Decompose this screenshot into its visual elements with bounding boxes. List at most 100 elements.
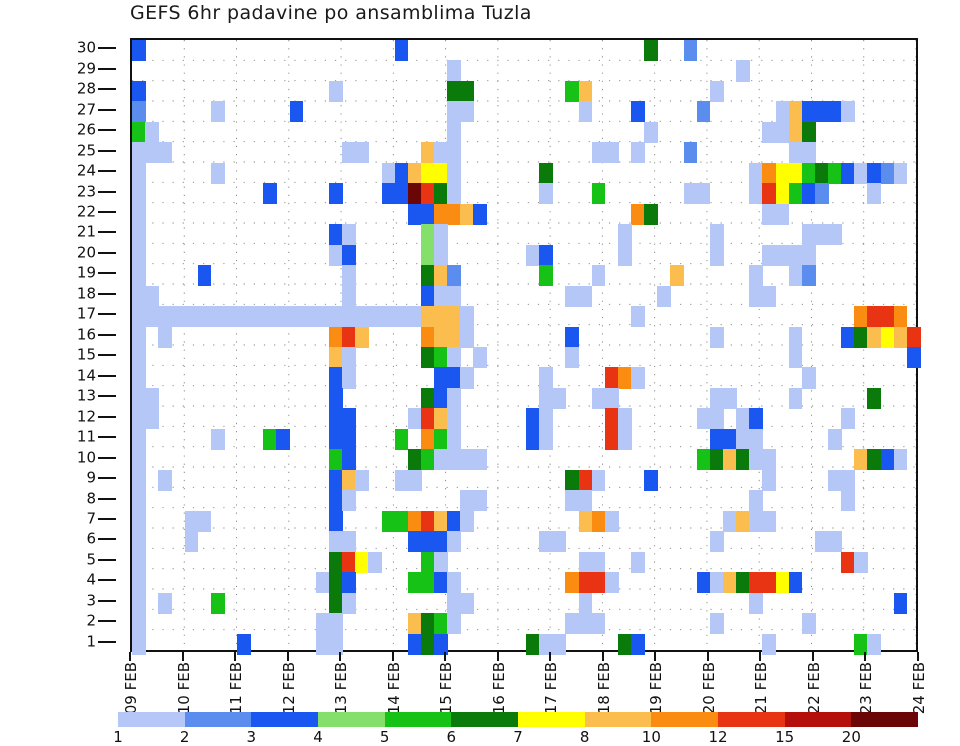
- heatmap-cell: [315, 613, 330, 635]
- heatmap-cell: [696, 101, 711, 123]
- heatmap-cell: [420, 572, 435, 594]
- heatmap-cell: [434, 387, 448, 409]
- heatmap-cell: [814, 162, 829, 184]
- heatmap-cell: [447, 367, 461, 389]
- heatmap-cell: [434, 449, 448, 471]
- heatmap-cell: [696, 572, 711, 594]
- x-tick-label: 19 FEB: [647, 662, 666, 715]
- y-tick-mark: [98, 497, 116, 500]
- heatmap-cell: [841, 162, 855, 184]
- heatmap-cell: [132, 224, 146, 246]
- heatmap-cell: [631, 306, 645, 328]
- heatmap-cell: [867, 326, 882, 348]
- heatmap-cell: [460, 367, 475, 389]
- colorbar: 1 2 3 4 5 6 7 8 10 12 15 20: [113, 712, 919, 746]
- x-tick-label: 17 FEB: [542, 662, 561, 715]
- heatmap-cell: [578, 490, 593, 512]
- y-tick-label: 27: [76, 100, 96, 119]
- heatmap-cell: [565, 469, 580, 491]
- heatmap-cell: [539, 367, 553, 389]
- heatmap-cell: [381, 183, 396, 205]
- y-tick-label: 5: [86, 550, 96, 569]
- heatmap-cell: [749, 183, 763, 205]
- x-tick-label: 09 FEB: [122, 662, 140, 715]
- heatmap-cell: [880, 162, 895, 184]
- heatmap-cell: [394, 428, 409, 450]
- heatmap-cell: [329, 347, 343, 369]
- y-tick-mark: [98, 640, 116, 643]
- heatmap-cell: [394, 40, 409, 62]
- y-tick-mark: [98, 436, 116, 439]
- y-tick-label: 14: [76, 366, 96, 385]
- heatmap-cell: [709, 572, 724, 594]
- heatmap-cell: [880, 306, 895, 328]
- heatmap-cell: [644, 121, 658, 143]
- x-tick-label: 21 FEB: [752, 662, 771, 715]
- y-tick-label: 25: [76, 141, 96, 160]
- y-tick-mark: [98, 395, 116, 398]
- heatmap-cell: [644, 469, 658, 491]
- heatmap-cell: [132, 265, 146, 287]
- heatmap-cell: [749, 510, 763, 532]
- heatmap-cell: [578, 613, 593, 635]
- heatmap-cell: [775, 101, 790, 123]
- heatmap-cell: [539, 244, 553, 266]
- heatmap-cell: [867, 387, 882, 409]
- heatmap-cell: [329, 469, 343, 491]
- y-tick-label: 6: [86, 529, 96, 548]
- heatmap-cell: [132, 121, 146, 143]
- heatmap-cell: [355, 326, 369, 348]
- heatmap-cell: [132, 490, 146, 512]
- colorbar-tick-label: 10: [641, 728, 661, 746]
- heatmap-cell: [749, 162, 763, 184]
- heatmap-cell: [434, 306, 448, 328]
- x-tick-mark: [181, 652, 184, 661]
- heatmap-cell: [315, 306, 330, 328]
- x-tick-mark: [601, 652, 604, 661]
- heatmap-cell: [709, 80, 724, 102]
- heatmap-cell: [420, 306, 435, 328]
- heatmap-cell: [591, 613, 606, 635]
- colorbar-tick-label: 4: [313, 728, 323, 746]
- heatmap-cell: [342, 285, 356, 307]
- heatmap-cell: [841, 408, 855, 430]
- heatmap-cell: [132, 285, 146, 307]
- y-tick-label: 3: [86, 591, 96, 610]
- y-tick-mark: [98, 170, 116, 173]
- x-tick-mark: [864, 652, 867, 661]
- heatmap-cell: [460, 510, 475, 532]
- heatmap-cell: [407, 613, 422, 635]
- heatmap-cell: [460, 490, 475, 512]
- heatmap-cell: [657, 285, 672, 307]
- heatmap-cell: [617, 408, 632, 430]
- heatmap-cell: [736, 60, 750, 82]
- chart-title: GEFS 6hr padavine po ansamblima Tuzla: [130, 2, 532, 24]
- heatmap-cell: [197, 265, 212, 287]
- heatmap-cell: [132, 572, 146, 594]
- heatmap-cell: [447, 347, 461, 369]
- y-tick-mark: [98, 108, 116, 111]
- heatmap-cell: [434, 326, 448, 348]
- heatmap-cell: [342, 531, 356, 553]
- heatmap-cell: [420, 531, 435, 553]
- y-tick-mark: [98, 272, 116, 275]
- heatmap-cell: [394, 510, 409, 532]
- heatmap-cell: [355, 469, 369, 491]
- heatmap-cell: [132, 162, 146, 184]
- heatmap-cell: [132, 551, 146, 573]
- heatmap-cell: [447, 387, 461, 409]
- y-tick-label: 16: [76, 325, 96, 344]
- y-tick-mark: [98, 456, 116, 459]
- heatmap-cell: [473, 490, 488, 512]
- heatmap-cell: [552, 633, 566, 655]
- heatmap-cell: [447, 592, 461, 614]
- heatmap-cell: [788, 142, 803, 164]
- heatmap-cell: [828, 162, 842, 184]
- colorbar-segment: [451, 712, 519, 727]
- heatmap-cell: [736, 428, 750, 450]
- heatmap-cell: [447, 326, 461, 348]
- heatmap-cell: [132, 306, 146, 328]
- heatmap-cell: [775, 572, 790, 594]
- heatmap-cell: [368, 306, 383, 328]
- heatmap-cell: [145, 285, 159, 307]
